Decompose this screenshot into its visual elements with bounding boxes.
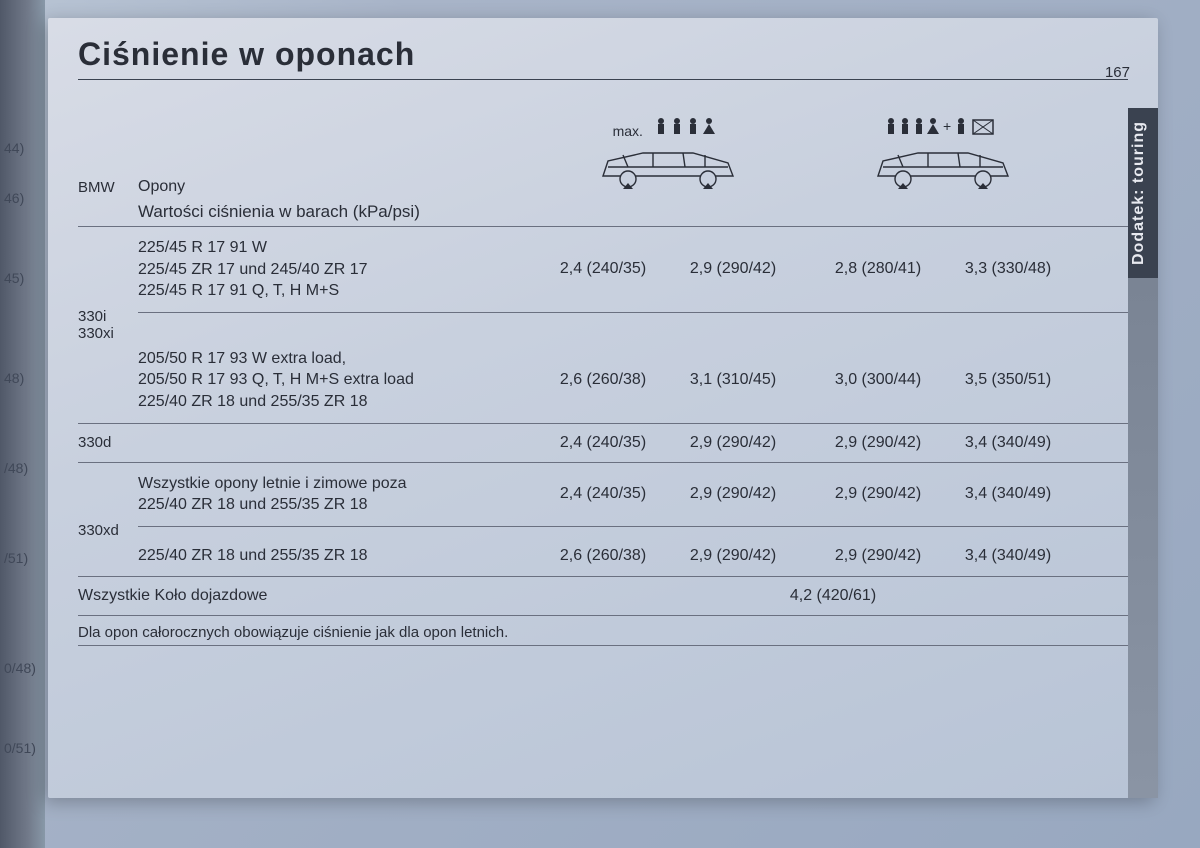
table-row: 330d 2,4 (240/35)2,9 (290/42) 2,9 (290/4… <box>78 428 1128 458</box>
model-cell: 330d <box>78 434 138 451</box>
load-condition-normal: max. <box>538 116 798 196</box>
footnote: Dla opon całorocznych obowiązuje ciśnien… <box>78 624 1128 641</box>
front-pressure: 2,9 (290/42) <box>813 434 943 452</box>
load-condition-full: + <box>798 116 1088 196</box>
divider <box>78 462 1128 463</box>
front-pressure: 2,6 (260/38) <box>538 547 668 565</box>
pressure-full: 2,9 (290/42)3,4 (340/49) <box>798 547 1088 565</box>
tires-cell: Wszystkie opony letnie i zimowe poza 225… <box>138 473 538 516</box>
divider <box>138 312 1128 313</box>
rear-pressure: 3,4 (340/49) <box>943 485 1073 503</box>
tires-cell: 205/50 R 17 93 W extra load, 205/50 R 17… <box>138 348 538 413</box>
table-row: Wszystkie opony letnie i zimowe poza 225… <box>78 467 1128 522</box>
spine-frag: /48) <box>4 460 28 476</box>
rear-pressure: 2,9 (290/42) <box>668 547 798 565</box>
table-row: 225/40 ZR 18 und 255/35 ZR 18 2,6 (260/3… <box>78 539 1128 573</box>
manual-page: Ciśnienie w oponach 167 BMW Opony max. <box>48 18 1158 798</box>
pressure-full: 2,9 (290/42)3,4 (340/49) <box>798 434 1088 452</box>
brand-header: BMW <box>78 179 138 196</box>
spare-label: Wszystkie Koło dojazdowe <box>78 587 538 605</box>
passengers-icon <box>653 123 723 140</box>
units-subheader: Wartości ciśnienia w barach (kPa/psi) <box>138 202 1128 222</box>
section-tab-gray <box>1128 278 1158 798</box>
table-row: 225/45 R 17 91 W 225/45 ZR 17 und 245/40… <box>78 231 1128 308</box>
max-label: max. <box>613 123 643 139</box>
divider <box>78 615 1128 616</box>
pressure-normal: 2,4 (240/35)2,9 (290/42) <box>538 434 798 452</box>
book-spine <box>0 0 45 848</box>
front-pressure: 2,8 (280/41) <box>813 260 943 278</box>
spine-frag: 0/48) <box>4 660 36 676</box>
spine-frag: /51) <box>4 550 28 566</box>
rear-pressure: 3,1 (310/45) <box>668 371 798 389</box>
car-icon <box>593 141 743 196</box>
rear-pressure: 2,9 (290/42) <box>668 434 798 452</box>
front-pressure: 2,9 (290/42) <box>813 485 943 503</box>
divider <box>138 526 1128 527</box>
page-title: Ciśnienie w oponach <box>78 36 1128 73</box>
spine-frag: 45) <box>4 270 24 286</box>
rear-pressure: 3,4 (340/49) <box>943 547 1073 565</box>
rear-pressure: 3,4 (340/49) <box>943 434 1073 452</box>
rear-pressure: 2,9 (290/42) <box>668 260 798 278</box>
passengers-luggage-icon: + <box>883 123 1003 140</box>
pressure-normal: 2,6 (260/38)2,9 (290/42) <box>538 547 798 565</box>
front-pressure: 2,9 (290/42) <box>813 547 943 565</box>
tires-header: Opony <box>138 178 538 196</box>
spine-frag: 48) <box>4 370 24 386</box>
pressure-full: 2,9 (290/42)3,4 (340/49) <box>798 485 1088 503</box>
pressure-normal: 2,4 (240/35)2,9 (290/42) <box>538 485 798 503</box>
pressure-full: 3,0 (300/44)3,5 (350/51) <box>798 371 1088 389</box>
front-pressure: 2,6 (260/38) <box>538 371 668 389</box>
spine-frag: 46) <box>4 190 24 206</box>
pressure-normal: 2,6 (260/38)3,1 (310/45) <box>538 371 798 389</box>
pressure-full: 2,8 (280/41)3,3 (330/48) <box>798 260 1088 278</box>
spine-frag: 44) <box>4 140 24 156</box>
spare-wheel-row: Wszystkie Koło dojazdowe 4,2 (420/61) <box>78 581 1128 611</box>
pressure-normal: 2,4 (240/35)2,9 (290/42) <box>538 260 798 278</box>
svg-text:+: + <box>943 118 953 134</box>
front-pressure: 2,4 (240/35) <box>538 485 668 503</box>
car-icon <box>868 141 1018 196</box>
model-cell: 330xd <box>78 522 138 539</box>
table-row: 205/50 R 17 93 W extra load, 205/50 R 17… <box>78 342 1128 419</box>
rear-pressure: 3,5 (350/51) <box>943 371 1073 389</box>
page-number: 167 <box>1105 64 1130 81</box>
divider <box>78 576 1128 577</box>
spine-frag: 0/51) <box>4 740 36 756</box>
front-pressure: 2,4 (240/35) <box>538 434 668 452</box>
tires-cell: 225/45 R 17 91 W 225/45 ZR 17 und 245/40… <box>138 237 538 302</box>
divider <box>78 423 1128 424</box>
front-pressure: 2,4 (240/35) <box>538 260 668 278</box>
divider <box>78 79 1128 80</box>
rear-pressure: 2,9 (290/42) <box>668 485 798 503</box>
spare-pressure: 4,2 (420/61) <box>538 587 1128 605</box>
divider <box>78 645 1128 646</box>
tires-cell: 225/40 ZR 18 und 255/35 ZR 18 <box>138 545 538 567</box>
rear-pressure: 3,3 (330/48) <box>943 260 1073 278</box>
divider <box>78 226 1128 227</box>
front-pressure: 3,0 (300/44) <box>813 371 943 389</box>
model-cell: 330i 330xi <box>78 308 138 342</box>
table-header-row: BMW Opony max. <box>78 86 1128 196</box>
section-tab: Dodatek: touring <box>1128 108 1158 278</box>
